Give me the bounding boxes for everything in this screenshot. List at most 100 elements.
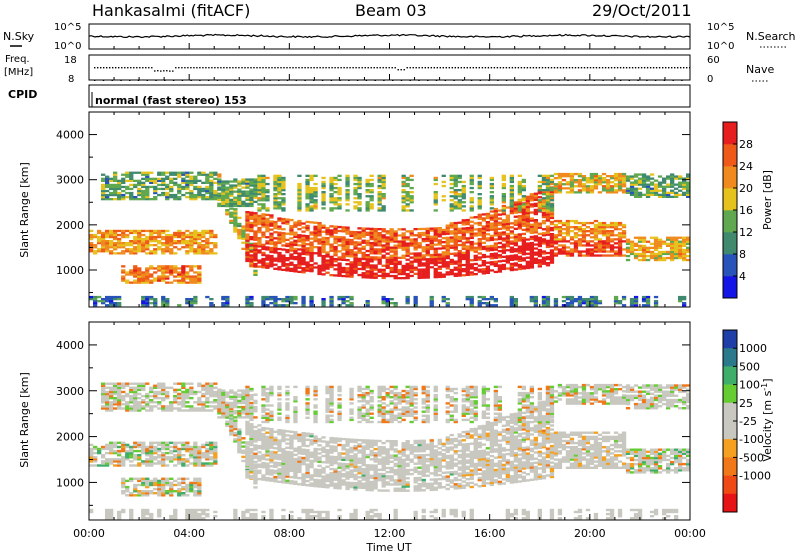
power-cell xyxy=(581,221,587,225)
power-cell xyxy=(261,176,266,180)
power-cell xyxy=(549,214,555,218)
power-cell xyxy=(670,179,675,182)
power-cell xyxy=(641,258,647,262)
power-cell xyxy=(653,304,659,307)
power-cell xyxy=(253,220,258,223)
power-cell xyxy=(177,304,182,307)
power-cell xyxy=(605,236,611,239)
power-cell xyxy=(381,300,386,303)
velocity-cell xyxy=(161,464,166,467)
nave-dot xyxy=(278,80,280,81)
power-cell xyxy=(305,239,310,242)
velocity-cell xyxy=(169,515,174,518)
power-cell xyxy=(277,219,282,222)
velocity-cell xyxy=(193,409,198,412)
velocity-cell xyxy=(181,382,186,385)
power-cell xyxy=(469,216,474,219)
power-cell xyxy=(313,182,318,186)
power-cell xyxy=(605,254,611,257)
power-cell xyxy=(321,203,326,206)
power-cell xyxy=(165,302,170,305)
velocity-cell xyxy=(181,390,186,394)
power-cell xyxy=(273,225,278,228)
power-cell xyxy=(405,209,410,212)
power-cell xyxy=(625,250,631,254)
freq-dot xyxy=(634,67,637,69)
power-cell xyxy=(145,277,150,280)
power-cell xyxy=(629,252,635,256)
power-cell xyxy=(237,188,242,191)
power-cell xyxy=(297,270,302,273)
freq-dot xyxy=(364,67,366,69)
power-cell xyxy=(225,213,230,216)
power-cell xyxy=(441,253,446,256)
power-cell xyxy=(686,238,691,241)
velocity-cell xyxy=(129,517,134,520)
power-cell xyxy=(625,246,631,249)
power-cell xyxy=(481,241,486,244)
power-cell xyxy=(421,227,426,231)
power-cell xyxy=(189,298,194,301)
power-cell xyxy=(381,180,386,184)
power-cell xyxy=(357,259,362,262)
nave-dot xyxy=(672,80,674,81)
power-cell xyxy=(369,233,374,237)
power-cell xyxy=(141,181,146,184)
power-cell xyxy=(509,295,514,299)
power-cell xyxy=(165,298,170,301)
power-cell xyxy=(477,302,482,305)
power-cell xyxy=(545,231,551,234)
power-cell xyxy=(201,229,206,233)
power-cell xyxy=(153,277,158,280)
power-cell xyxy=(493,207,498,211)
power-cell xyxy=(273,300,278,303)
power-cell xyxy=(521,240,526,244)
power-cell xyxy=(153,302,158,305)
power-cell xyxy=(93,246,98,249)
power-cell xyxy=(249,192,254,195)
power-cell xyxy=(273,182,278,186)
power-cell xyxy=(437,265,442,268)
power-cell xyxy=(117,183,122,187)
power-cell xyxy=(593,172,599,176)
power-cell xyxy=(445,257,450,260)
power-cell xyxy=(277,258,282,261)
freq-dot xyxy=(259,67,261,69)
power-cell xyxy=(201,193,206,197)
power-cell xyxy=(453,230,458,233)
power-cell xyxy=(277,193,282,196)
power-cell xyxy=(141,189,146,193)
velocity-cell xyxy=(173,388,178,392)
power-cell xyxy=(169,244,174,247)
power-cell xyxy=(217,186,222,189)
power-cell xyxy=(241,178,246,181)
power-cell xyxy=(577,298,583,301)
power-cell xyxy=(89,295,94,299)
power-cell xyxy=(149,252,154,255)
power-cell xyxy=(457,270,462,273)
power-cell xyxy=(321,230,326,233)
power-cell xyxy=(505,238,510,242)
power-cell xyxy=(309,176,314,180)
power-cell xyxy=(145,304,150,307)
power-cell xyxy=(329,300,334,303)
power-cell xyxy=(165,246,170,249)
power-cell xyxy=(453,195,458,198)
freq-dots xyxy=(94,67,691,81)
power-cell xyxy=(117,198,122,201)
power-cell xyxy=(529,211,534,214)
power-cell xyxy=(345,203,350,206)
power-cell xyxy=(341,246,346,249)
velocity-cell xyxy=(189,396,194,400)
power-cell xyxy=(545,229,551,232)
power-cell xyxy=(249,238,254,241)
power-cell xyxy=(597,183,603,186)
power-cell xyxy=(169,235,174,239)
velocity-cell xyxy=(181,392,186,396)
power-cell xyxy=(433,255,438,258)
velocity-cell xyxy=(181,386,186,389)
power-cell xyxy=(393,256,398,259)
velocity-cell xyxy=(125,456,130,459)
velocity-cell xyxy=(113,449,118,453)
power-cell xyxy=(305,228,310,232)
